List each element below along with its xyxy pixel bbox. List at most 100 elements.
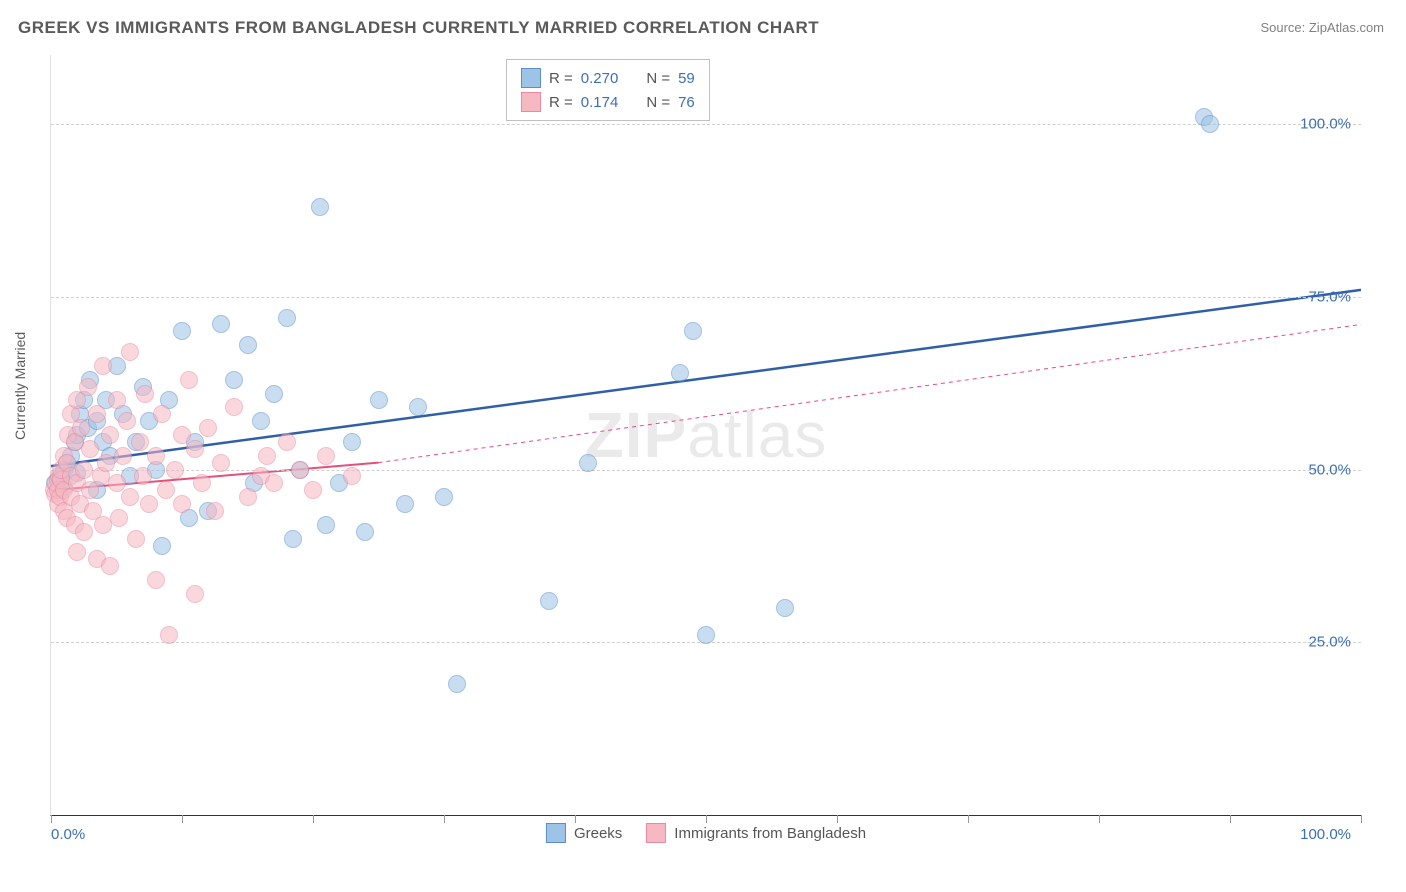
scatter-point <box>79 378 97 396</box>
scatter-point <box>147 571 165 589</box>
scatter-point <box>121 488 139 506</box>
scatter-point <box>258 447 276 465</box>
bottom-legend: Greeks Immigrants from Bangladesh <box>546 823 866 843</box>
scatter-point <box>435 488 453 506</box>
y-tick-label: 50.0% <box>1308 461 1351 478</box>
scatter-point <box>186 440 204 458</box>
x-tick <box>706 815 707 823</box>
scatter-point <box>370 391 388 409</box>
plot-area: ZIPatlas R =0.270N =59R =0.174N =76 0.0%… <box>50 55 1361 816</box>
scatter-point <box>206 502 224 520</box>
source-attribution: Source: ZipAtlas.com <box>1260 20 1384 35</box>
stats-row: R =0.270N =59 <box>521 66 695 90</box>
scatter-point <box>94 357 112 375</box>
n-label: N = <box>646 94 670 111</box>
scatter-point <box>252 412 270 430</box>
scatter-point <box>239 488 257 506</box>
x-tick <box>1099 815 1100 823</box>
scatter-point <box>265 385 283 403</box>
scatter-point <box>776 599 794 617</box>
legend-item: Greeks <box>546 823 622 843</box>
n-label: N = <box>646 70 670 87</box>
legend-item: Immigrants from Bangladesh <box>646 823 866 843</box>
scatter-point <box>157 481 175 499</box>
scatter-point <box>153 537 171 555</box>
scatter-point <box>160 626 178 644</box>
gridline-h <box>51 297 1361 298</box>
scatter-point <box>131 433 149 451</box>
trend-line-dashed <box>379 324 1362 462</box>
x-axis-max-label: 100.0% <box>1300 826 1351 843</box>
scatter-point <box>75 523 93 541</box>
scatter-point <box>317 447 335 465</box>
y-tick-label: 75.0% <box>1308 288 1351 305</box>
swatch-icon <box>546 823 566 843</box>
x-tick <box>51 815 52 823</box>
gridline-h <box>51 124 1361 125</box>
scatter-point <box>212 315 230 333</box>
scatter-point <box>101 557 119 575</box>
scatter-point <box>212 454 230 472</box>
scatter-point <box>147 447 165 465</box>
scatter-point <box>540 592 558 610</box>
r-label: R = <box>549 94 573 111</box>
scatter-point <box>186 585 204 603</box>
chart-title: GREEK VS IMMIGRANTS FROM BANGLADESH CURR… <box>18 18 819 38</box>
scatter-point <box>68 543 86 561</box>
x-tick <box>837 815 838 823</box>
x-tick <box>444 815 445 823</box>
scatter-point <box>343 467 361 485</box>
swatch-icon <box>521 68 541 88</box>
scatter-point <box>697 626 715 644</box>
scatter-point <box>317 516 335 534</box>
scatter-point <box>671 364 689 382</box>
y-tick-label: 100.0% <box>1300 116 1351 133</box>
scatter-point <box>118 412 136 430</box>
scatter-point <box>225 371 243 389</box>
scatter-point <box>193 474 211 492</box>
x-tick <box>1230 815 1231 823</box>
trend-line-solid <box>51 290 1361 466</box>
r-value: 0.174 <box>581 94 619 111</box>
scatter-point <box>448 675 466 693</box>
y-axis-label: Currently Married <box>12 332 28 440</box>
scatter-point <box>684 322 702 340</box>
scatter-point <box>311 198 329 216</box>
x-tick <box>575 815 576 823</box>
scatter-point <box>88 405 106 423</box>
gridline-h <box>51 470 1361 471</box>
trend-lines-svg <box>51 55 1361 815</box>
legend-label: Immigrants from Bangladesh <box>674 825 866 842</box>
scatter-point <box>291 461 309 479</box>
scatter-point <box>136 385 154 403</box>
r-label: R = <box>549 70 573 87</box>
scatter-point <box>127 530 145 548</box>
scatter-point <box>180 371 198 389</box>
scatter-point <box>278 433 296 451</box>
scatter-point <box>110 509 128 527</box>
scatter-point <box>356 523 374 541</box>
scatter-point <box>173 495 191 513</box>
scatter-point <box>239 336 257 354</box>
x-tick <box>182 815 183 823</box>
scatter-point <box>75 461 93 479</box>
stats-row: R = 0.174 N = 76 <box>521 90 695 114</box>
scatter-point <box>97 454 115 472</box>
scatter-point <box>225 398 243 416</box>
scatter-point <box>134 467 152 485</box>
n-value: 76 <box>678 94 695 111</box>
scatter-point <box>396 495 414 513</box>
scatter-point <box>409 398 427 416</box>
y-tick-label: 25.0% <box>1308 634 1351 651</box>
scatter-point <box>304 481 322 499</box>
swatch-icon <box>521 92 541 112</box>
scatter-point <box>153 405 171 423</box>
x-axis-min-label: 0.0% <box>51 826 85 843</box>
scatter-point <box>278 309 296 327</box>
scatter-point <box>121 343 139 361</box>
scatter-point <box>101 426 119 444</box>
scatter-point <box>579 454 597 472</box>
scatter-point <box>343 433 361 451</box>
scatter-point <box>1201 115 1219 133</box>
scatter-point <box>284 530 302 548</box>
